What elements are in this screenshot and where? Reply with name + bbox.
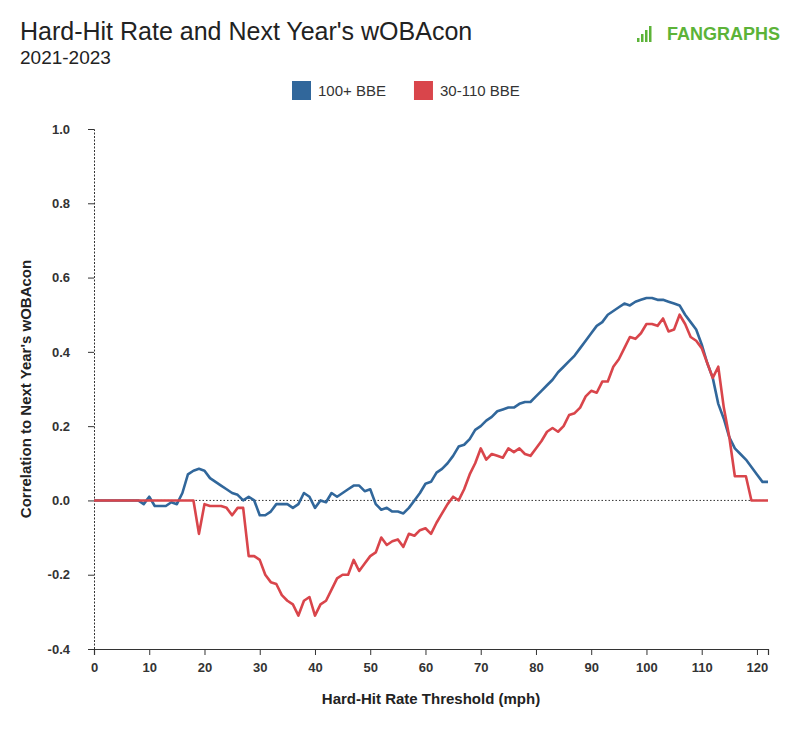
x-tick: 40 bbox=[308, 649, 322, 675]
x-tick: 10 bbox=[143, 649, 157, 675]
y-tick: 0.2 bbox=[52, 419, 94, 434]
x-tick-mark bbox=[425, 649, 426, 655]
y-tick-mark bbox=[88, 649, 94, 650]
x-tick-mark bbox=[646, 649, 647, 655]
logo: FANGRAPHS bbox=[637, 24, 780, 44]
x-tick: 60 bbox=[419, 649, 433, 675]
y-tick-mark bbox=[88, 129, 94, 130]
x-tick: 120 bbox=[747, 649, 769, 675]
y-tick-mark bbox=[88, 352, 94, 353]
y-tick-label: 0.2 bbox=[52, 419, 70, 434]
x-tick-label: 100 bbox=[636, 660, 658, 675]
y-tick-mark bbox=[88, 575, 94, 576]
x-tick: 30 bbox=[253, 649, 267, 675]
x-tick: 90 bbox=[584, 649, 598, 675]
y-axis-line bbox=[88, 130, 95, 650]
x-tick-mark bbox=[702, 649, 703, 655]
y-tick-label: 0.0 bbox=[52, 493, 70, 508]
x-tick-label: 20 bbox=[198, 660, 212, 675]
legend-item: 100+ BBE bbox=[292, 81, 386, 100]
legend-item: 30-110 BBE bbox=[414, 81, 520, 100]
x-tick-label: 10 bbox=[143, 660, 157, 675]
y-tick-label: 0.6 bbox=[52, 270, 70, 285]
x-axis: 0 10 20 30 40 50 60 70 80 90 100 110 120 bbox=[91, 649, 769, 675]
y-tick-mark bbox=[88, 426, 94, 427]
x-tick: 80 bbox=[529, 649, 543, 675]
logo-text: FANGRAPHS bbox=[667, 24, 780, 44]
y-axis: -0.4 -0.2 0.0 0.2 0.4 0.6 0.8 1.0 bbox=[48, 122, 95, 657]
x-tick: 50 bbox=[363, 649, 377, 675]
y-tick-mark bbox=[88, 203, 94, 204]
plot-area bbox=[94, 298, 768, 616]
x-tick-label: 60 bbox=[419, 660, 433, 675]
x-tick-label: 70 bbox=[474, 660, 488, 675]
x-tick-mark bbox=[94, 649, 95, 655]
y-tick-label: 0.8 bbox=[52, 196, 70, 211]
x-tick-mark bbox=[481, 649, 482, 655]
logo-icon bbox=[645, 30, 648, 42]
x-tick-mark bbox=[370, 649, 371, 655]
y-tick: -0.2 bbox=[48, 567, 94, 582]
legend: 100+ BBE 30-110 BBE bbox=[292, 81, 520, 100]
x-tick: 20 bbox=[198, 649, 212, 675]
y-tick: 0.4 bbox=[52, 345, 94, 360]
x-tick-label: 110 bbox=[692, 660, 713, 675]
x-axis-title: Hard-Hit Rate Threshold (mph) bbox=[322, 690, 540, 707]
y-tick-label: 0.4 bbox=[52, 345, 71, 360]
y-tick-mark bbox=[88, 278, 94, 279]
logo-icon bbox=[649, 26, 652, 42]
x-tick-label: 30 bbox=[253, 660, 267, 675]
y-tick-label: -0.4 bbox=[48, 642, 71, 657]
y-axis-title: Correlation to Next Year's wOBAcon bbox=[17, 260, 34, 518]
y-tick-label: 1.0 bbox=[52, 122, 70, 137]
title: Hard-Hit Rate and Next Year's wOBAcon bbox=[20, 17, 472, 45]
legend-label: 100+ BBE bbox=[318, 82, 386, 99]
y-tick: 0.8 bbox=[52, 196, 94, 211]
zero-line bbox=[94, 500, 768, 501]
x-tick-label: 80 bbox=[529, 660, 543, 675]
x-tick-mark bbox=[591, 649, 592, 655]
legend-swatch bbox=[292, 81, 311, 100]
x-tick-label: 0 bbox=[91, 660, 98, 675]
y-tick: 1.0 bbox=[52, 122, 94, 137]
y-tick: 0.6 bbox=[52, 270, 94, 285]
x-tick-mark bbox=[757, 649, 758, 655]
x-tick-label: 120 bbox=[747, 660, 769, 675]
x-tick-mark bbox=[260, 649, 261, 655]
x-tick-label: 40 bbox=[308, 660, 322, 675]
x-tick-mark bbox=[536, 649, 537, 655]
y-tick-label: -0.2 bbox=[48, 567, 70, 582]
x-axis-line bbox=[95, 650, 769, 656]
y-tick: -0.4 bbox=[48, 642, 94, 657]
x-tick-mark bbox=[149, 649, 150, 655]
legend-label: 30-110 BBE bbox=[440, 82, 520, 99]
legend-swatch bbox=[414, 81, 433, 100]
chart: Hard-Hit Rate and Next Year's wOBAcon202… bbox=[0, 0, 800, 730]
x-tick-label: 50 bbox=[363, 660, 377, 675]
x-tick: 110 bbox=[692, 649, 713, 675]
x-tick: 100 bbox=[636, 649, 658, 675]
x-tick-label: 90 bbox=[584, 660, 598, 675]
x-tick: 70 bbox=[474, 649, 488, 675]
logo-icon bbox=[641, 34, 644, 42]
x-tick-mark bbox=[315, 649, 316, 655]
x-tick-mark bbox=[204, 649, 205, 655]
x-tick: 0 bbox=[91, 649, 98, 675]
y-tick-mark bbox=[88, 500, 94, 501]
y-tick: 0.0 bbox=[52, 493, 94, 508]
logo-icon bbox=[637, 38, 640, 42]
series-line bbox=[94, 315, 768, 616]
subtitle: 2021-2023 bbox=[20, 47, 111, 68]
